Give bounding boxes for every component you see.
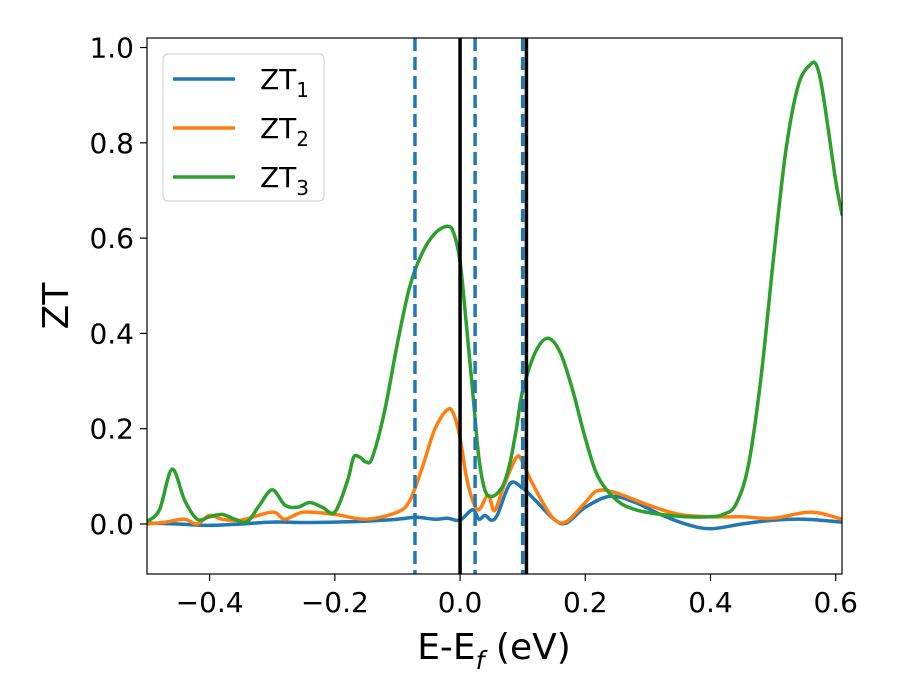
series-line-zt1	[147, 480, 842, 531]
x-tick-label: −0.2	[301, 586, 369, 619]
legend-label-zt2: ZT2	[260, 112, 309, 151]
y-tick-label: 0.0	[89, 508, 134, 541]
y-tick-label: 1.0	[89, 32, 134, 65]
series-line-zt3	[147, 60, 842, 525]
y-tick-label: 0.8	[89, 127, 134, 160]
legend-label-zt3: ZT3	[260, 161, 309, 200]
legend-frame	[162, 53, 325, 202]
legend-label-zt1: ZT1	[260, 63, 309, 102]
series-line-zt2	[147, 406, 842, 526]
y-axis: 0.0 0.2 0.4 0.6 0.8 1.0	[89, 32, 147, 541]
plot-area	[147, 38, 842, 574]
x-tick-label: 0.6	[813, 586, 858, 619]
legend: ZT1 ZT2 ZT3	[162, 53, 325, 202]
y-tick-label: 0.4	[89, 317, 134, 350]
plot-frame	[146, 37, 843, 575]
y-tick-label: 0.2	[89, 413, 134, 446]
x-tick-label: −0.4	[176, 586, 244, 619]
x-tick-label: 0.0	[438, 586, 483, 619]
x-tick-label: 0.2	[563, 586, 608, 619]
x-tick-label: 0.4	[688, 586, 733, 619]
y-tick-label: 0.6	[89, 222, 134, 255]
y-axis-title: ZT	[36, 282, 77, 330]
x-axis-title: E-Ef (eV)	[417, 627, 571, 675]
x-axis: −0.4 −0.2 0.0 0.2 0.4 0.6	[176, 574, 858, 619]
